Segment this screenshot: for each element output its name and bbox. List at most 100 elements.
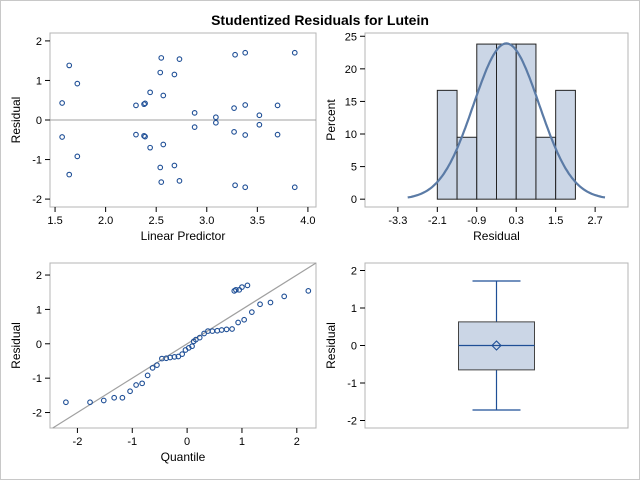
residual-vs-predictor-ytick-label: 0	[36, 115, 42, 127]
residual-vs-predictor-point	[59, 100, 65, 106]
residual-qq-plot-y-axis-label: Residual	[9, 322, 23, 369]
residual-vs-predictor-point	[213, 119, 219, 126]
residual-qq-plot-ytick-label: -1	[32, 373, 42, 385]
residual-qq-plot-point	[236, 286, 243, 293]
residual-qq-plot-ytick-label: 2	[36, 270, 42, 282]
residual-qq-plot-xtick-label: 0	[184, 436, 190, 448]
residual-histogram-xtick-label: -0.9	[467, 215, 486, 227]
residual-boxplot-ytick-label: 2	[351, 266, 357, 278]
residual-vs-predictor-point	[59, 134, 65, 140]
residual-vs-predictor-xtick-label: 4.0	[300, 215, 315, 227]
residual-histogram-bar	[555, 89, 576, 200]
residual-qq-plot-point	[223, 326, 230, 333]
residual-histogram-plot-frame	[364, 32, 629, 208]
residual-vs-predictor-point	[147, 89, 153, 96]
residual-vs-predictor-point	[231, 105, 237, 111]
residual-qq-plot-point	[127, 388, 133, 395]
residual-qq-plot-point	[218, 327, 225, 333]
residual-histogram-xtick-label: 2.7	[587, 215, 602, 227]
residual-boxplot-ytick-label: -1	[347, 378, 357, 390]
residual-vs-predictor-point	[133, 102, 139, 109]
residual-qq-plot-reference-line	[52, 262, 317, 429]
residual-qq-plot-point	[233, 286, 239, 293]
residual-vs-predictor-point	[242, 49, 249, 56]
residual-histogram-ytick-label: 20	[345, 64, 357, 76]
residual-vs-predictor-point	[158, 55, 165, 61]
residual-vs-predictor-point	[231, 129, 237, 135]
residual-histogram-y-axis-label: Percent	[324, 99, 338, 141]
residual-qq-plot-point	[100, 397, 107, 404]
residual-boxplot-ytick-label: 0	[351, 341, 357, 353]
residual-histogram-ytick-label: 25	[345, 31, 357, 43]
residual-vs-predictor-xtick-label: 3.5	[250, 215, 265, 227]
residual-vs-predictor-point	[160, 141, 167, 148]
residual-qq-plot-point	[235, 319, 241, 326]
residual-vs-predictor-point	[274, 102, 281, 109]
residual-qq-plot-point	[189, 343, 195, 350]
residual-histogram-ytick-label: 5	[351, 162, 357, 174]
residual-vs-predictor-point	[141, 101, 147, 108]
residual-vs-predictor-point	[158, 179, 165, 185]
residual-qq-plot-xtick-label: -1	[127, 436, 137, 448]
residual-qq-plot-point	[214, 327, 221, 334]
residual-vs-predictor-point	[142, 100, 148, 107]
residual-histogram-ytick-label: 0	[351, 194, 357, 206]
residual-qq-plot-point	[144, 372, 151, 379]
residual-qq-plot-point	[111, 394, 118, 401]
residual-histogram-xtick-label: 1.5	[548, 215, 563, 227]
residual-histogram-normal-density-curve	[407, 42, 606, 199]
residual-qq-plot-plot-frame	[49, 262, 317, 429]
residual-qq-plot-point	[154, 362, 160, 368]
residual-qq-plot-ytick-label: 0	[36, 339, 42, 351]
residual-histogram-bar	[436, 89, 458, 200]
residual-vs-predictor-xtick-label: 2.5	[149, 215, 164, 227]
residual-qq-plot-point	[229, 326, 235, 332]
residual-vs-predictor-x-axis-label: Linear Predictor	[141, 229, 226, 243]
residual-histogram-bar	[456, 136, 478, 200]
residual-qq-plot-xtick-label: 2	[294, 436, 300, 448]
residual-vs-predictor-point	[256, 121, 263, 128]
residual-qq-plot-point	[196, 334, 203, 341]
residual-histogram-xtick-label: 0.3	[509, 215, 524, 227]
residual-qq-plot-point	[248, 309, 255, 316]
residual-vs-predictor-point	[171, 162, 178, 169]
residual-qq-plot-point	[163, 355, 170, 362]
residual-vs-predictor-ytick-label: 2	[36, 36, 42, 48]
residual-vs-predictor-point	[176, 178, 183, 184]
plots-group: -2 -1 0 1 2 1.5 2.0 2.5 3.0 3.5 4.0 Linear Predicto…	[9, 31, 629, 464]
residual-boxplot-y-axis-label: Residual	[324, 322, 338, 369]
residual-qq-plot-point	[179, 351, 186, 357]
residual-vs-predictor-point	[74, 80, 81, 87]
residual-vs-predictor-point	[66, 62, 73, 69]
residual-vs-predictor-ytick-label: -1	[32, 155, 42, 167]
residual-qq-plot-point	[171, 353, 178, 360]
residual-vs-predictor-xtick-label: 3.0	[199, 215, 214, 227]
residual-qq-plot-point	[239, 284, 245, 290]
residual-qq-plot-point	[267, 299, 274, 306]
residual-histogram-ytick-label: 10	[345, 129, 357, 141]
residual-histogram-xtick-label: -2.1	[428, 215, 447, 227]
residual-vs-predictor-point	[242, 184, 249, 191]
residual-vs-predictor-point	[147, 144, 153, 151]
residual-vs-predictor-point	[291, 184, 298, 191]
residual-vs-predictor-point	[256, 112, 263, 119]
residual-vs-predictor-point	[191, 110, 198, 116]
residual-qq-plot-x-axis-label: Quantile	[161, 450, 206, 464]
residual-vs-predictor-ytick-label: 1	[36, 75, 42, 87]
residual-vs-predictor-point	[176, 56, 183, 62]
panel-title: Studentized Residuals for Lutein	[211, 12, 429, 28]
residual-qq-plot-point	[244, 282, 251, 289]
residual-vs-predictor-point	[142, 133, 148, 140]
residual-boxplot-ytick-label: -2	[347, 416, 357, 428]
residual-vs-predictor-point	[157, 164, 164, 171]
residual-vs-predictor-point	[157, 69, 164, 76]
residual-qq-plot-point	[305, 287, 312, 294]
residual-vs-predictor-xtick-label: 2.0	[98, 215, 113, 227]
residual-vs-predictor-point	[191, 124, 198, 130]
residual-histogram-xtick-label: -3.3	[388, 215, 407, 227]
residual-qq-plot-ytick-label: -2	[32, 408, 42, 420]
residual-vs-predictor-point	[242, 132, 249, 138]
residual-histogram-bar	[535, 136, 557, 200]
residual-qq-plot-point	[257, 301, 263, 308]
